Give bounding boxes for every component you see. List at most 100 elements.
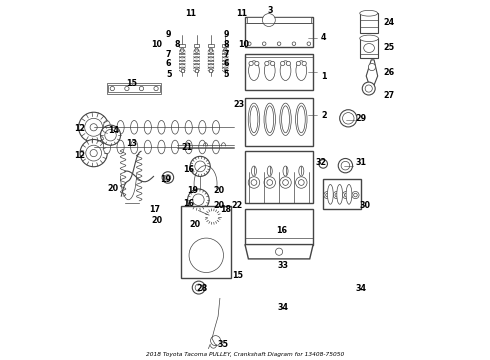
Text: 7: 7: [166, 50, 172, 59]
Text: 15: 15: [232, 271, 244, 280]
Ellipse shape: [185, 140, 192, 154]
Bar: [224, 69, 227, 72]
Ellipse shape: [299, 166, 304, 176]
Circle shape: [85, 118, 102, 136]
Text: 16: 16: [183, 199, 194, 208]
Ellipse shape: [212, 121, 220, 134]
Text: 26: 26: [383, 68, 394, 77]
Polygon shape: [245, 244, 313, 259]
Circle shape: [267, 180, 272, 185]
Circle shape: [298, 180, 304, 185]
Ellipse shape: [270, 61, 275, 66]
Ellipse shape: [282, 106, 290, 133]
Text: 9: 9: [166, 30, 172, 39]
Circle shape: [247, 42, 251, 45]
Ellipse shape: [196, 246, 201, 251]
Ellipse shape: [248, 61, 259, 81]
Ellipse shape: [180, 48, 184, 52]
Circle shape: [154, 86, 158, 91]
Bar: [323, 179, 361, 210]
Circle shape: [277, 42, 281, 45]
Ellipse shape: [302, 61, 306, 66]
Circle shape: [165, 175, 171, 180]
Text: 8: 8: [223, 40, 229, 49]
Text: 29: 29: [355, 114, 367, 123]
Circle shape: [248, 177, 260, 188]
Ellipse shape: [144, 121, 151, 134]
Bar: [181, 206, 231, 278]
Bar: [210, 69, 212, 72]
Circle shape: [307, 42, 311, 45]
Ellipse shape: [209, 48, 213, 52]
Ellipse shape: [185, 121, 192, 134]
Circle shape: [195, 161, 205, 172]
Circle shape: [338, 158, 353, 173]
Circle shape: [275, 248, 283, 255]
Ellipse shape: [337, 184, 343, 204]
Ellipse shape: [172, 121, 179, 134]
Circle shape: [90, 149, 97, 157]
Text: 14: 14: [108, 126, 119, 135]
Ellipse shape: [211, 246, 217, 251]
Ellipse shape: [250, 106, 258, 133]
Text: 1: 1: [321, 72, 326, 81]
Ellipse shape: [297, 106, 305, 133]
Circle shape: [125, 86, 129, 91]
Circle shape: [195, 284, 202, 291]
Text: 12: 12: [74, 124, 85, 133]
Ellipse shape: [266, 106, 274, 133]
Ellipse shape: [131, 140, 138, 154]
Bar: [208, 44, 214, 47]
Circle shape: [192, 242, 220, 270]
Circle shape: [326, 193, 329, 197]
Text: 20: 20: [151, 216, 163, 225]
Circle shape: [86, 145, 101, 161]
Ellipse shape: [265, 61, 269, 66]
Circle shape: [211, 336, 220, 346]
Ellipse shape: [199, 121, 206, 134]
Bar: [179, 44, 185, 47]
Circle shape: [189, 238, 223, 273]
Bar: [195, 69, 198, 72]
Ellipse shape: [364, 44, 374, 53]
Text: 16: 16: [183, 165, 194, 174]
Circle shape: [362, 82, 375, 95]
Ellipse shape: [249, 61, 253, 66]
Text: 34: 34: [355, 284, 367, 293]
Circle shape: [78, 112, 109, 142]
Circle shape: [333, 192, 341, 199]
Ellipse shape: [360, 10, 378, 16]
Ellipse shape: [346, 184, 352, 204]
Ellipse shape: [280, 61, 291, 81]
Ellipse shape: [248, 103, 260, 135]
Circle shape: [352, 192, 359, 199]
Ellipse shape: [264, 103, 275, 135]
Text: 4: 4: [321, 33, 326, 42]
Text: 34: 34: [277, 303, 288, 312]
Bar: [245, 151, 313, 203]
Text: 23: 23: [234, 100, 245, 109]
Text: 20: 20: [214, 185, 224, 194]
Bar: [245, 98, 313, 146]
Circle shape: [188, 189, 209, 211]
Ellipse shape: [203, 243, 209, 247]
Ellipse shape: [212, 140, 220, 154]
Circle shape: [343, 113, 354, 124]
Text: 17: 17: [149, 205, 160, 214]
Bar: [181, 69, 184, 72]
Ellipse shape: [215, 253, 219, 259]
Text: 7: 7: [223, 50, 229, 59]
Text: 15: 15: [126, 80, 138, 89]
Bar: [108, 85, 160, 92]
Ellipse shape: [203, 265, 209, 269]
Circle shape: [280, 177, 291, 188]
Text: 5: 5: [166, 70, 172, 79]
Ellipse shape: [251, 166, 256, 176]
Bar: [222, 44, 228, 47]
Ellipse shape: [283, 166, 288, 176]
Text: 10: 10: [238, 40, 249, 49]
Ellipse shape: [195, 48, 198, 52]
Ellipse shape: [199, 140, 206, 154]
Ellipse shape: [295, 103, 307, 135]
Circle shape: [110, 86, 115, 91]
